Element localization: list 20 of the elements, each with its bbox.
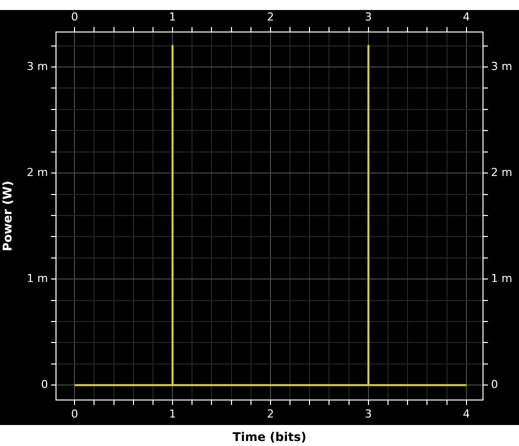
x-tick-label: 2 (266, 407, 274, 420)
x-tick-label: 0 (71, 407, 78, 420)
x2-tick-label: 2 (266, 10, 274, 24)
y2-tick-label: 3 m (491, 60, 512, 73)
x-tick-label: 1 (169, 407, 176, 420)
y2-tick-label: 0 (491, 378, 498, 392)
x2-tick-label: 0 (71, 10, 78, 24)
x2-tick-label: 3 (364, 10, 372, 24)
y-tick-label: 1 m (26, 272, 48, 285)
y2-tick-label: 1 m (491, 272, 512, 285)
y2-tick-label: 2 m (491, 166, 512, 179)
x-tick-label: 3 (364, 407, 372, 420)
y-tick-label: 3 m (26, 60, 48, 73)
y-tick-label: 2 m (26, 166, 48, 179)
x2-tick-label: 4 (462, 10, 470, 24)
x2-tick-label: 1 (169, 10, 176, 24)
y-axis-title: Power (W) (0, 180, 14, 252)
x-axis-title: Time (bits) (232, 430, 306, 444)
y-tick-label: 0 (41, 378, 48, 392)
x-tick-label: 4 (462, 407, 470, 420)
